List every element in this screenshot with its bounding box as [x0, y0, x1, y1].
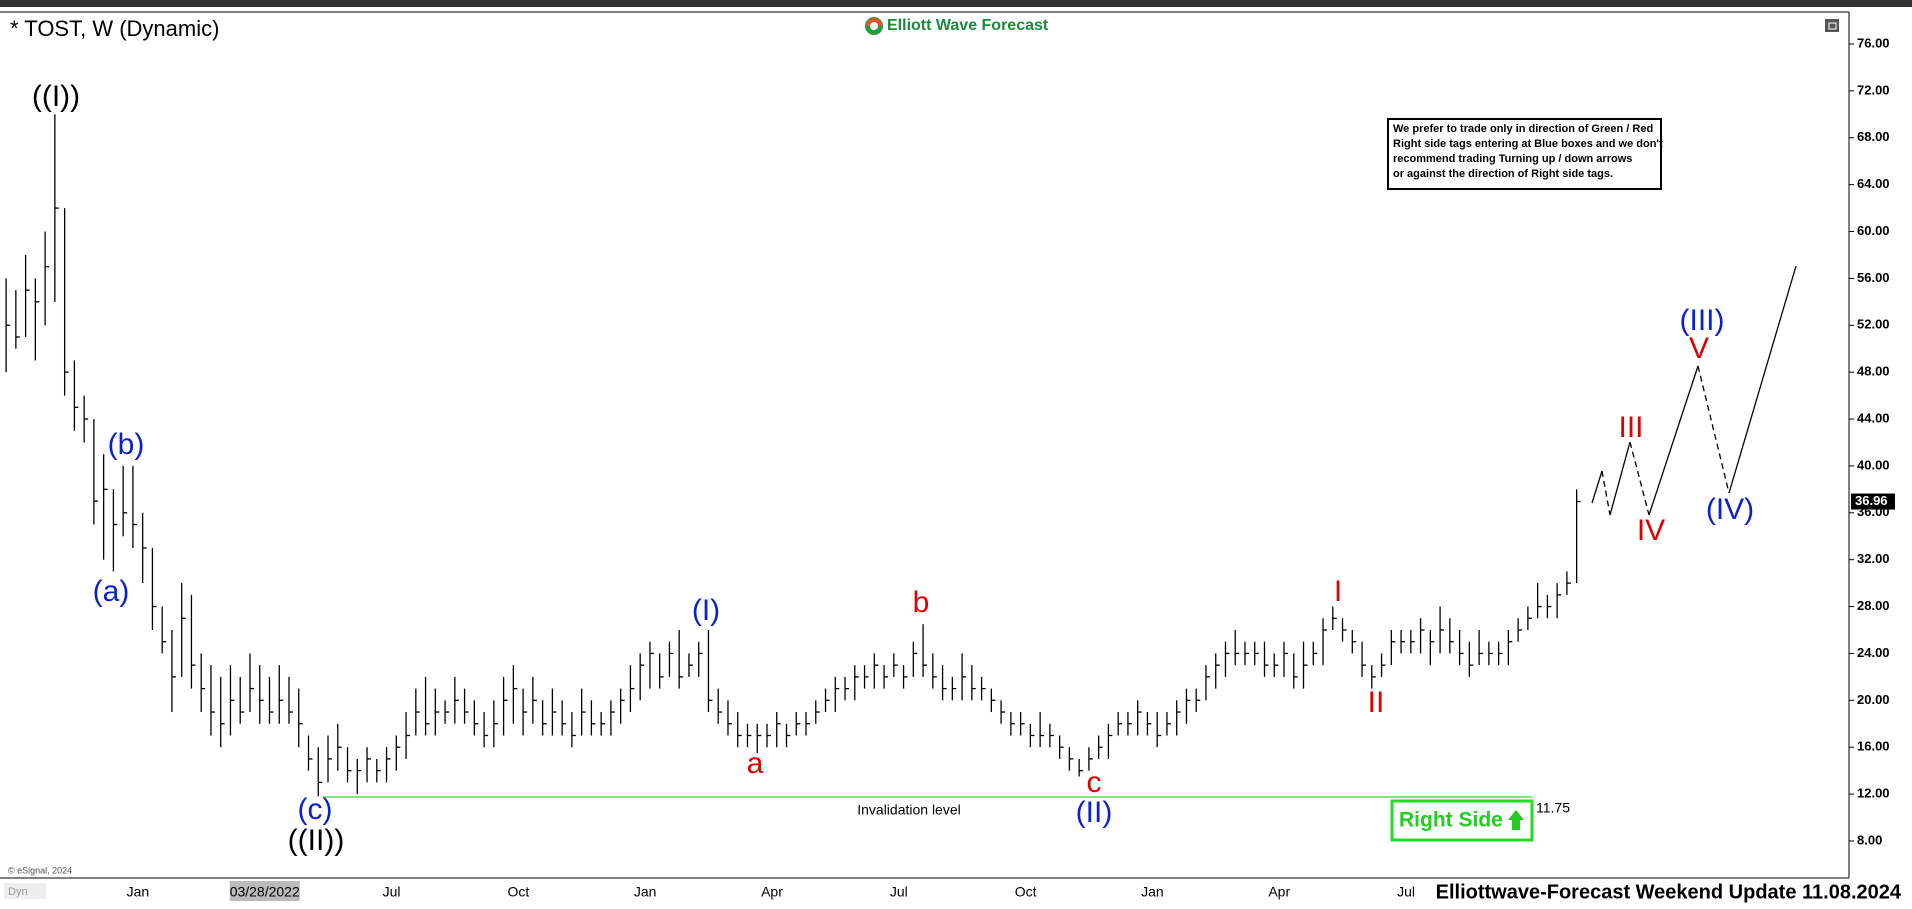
wave-label: III [1618, 411, 1643, 444]
x-tick-label: Jul [890, 884, 908, 900]
wave-label: I [1334, 575, 1342, 608]
wave-label: V [1689, 332, 1709, 365]
wave-label: (III) [1680, 304, 1725, 337]
right-side-text: Right Side [1399, 809, 1503, 832]
y-tick-label: 32.00 [1857, 551, 1890, 566]
wave-label: IV [1637, 514, 1665, 547]
chart-title: * TOST, W (Dynamic) [10, 16, 219, 41]
note-line: or against the direction of Right side t… [1393, 168, 1613, 180]
note-line: Right side tags entering at Blue boxes a… [1393, 138, 1663, 150]
projection-line [1601, 470, 1611, 516]
wave-label: II [1368, 686, 1385, 719]
wave-label: ((I)) [32, 80, 80, 113]
footer-update: Elliottwave-Forecast Weekend Update 11.0… [1436, 881, 1902, 903]
restore-icon-bg[interactable] [1825, 19, 1839, 32]
footer-bg [1430, 879, 1912, 909]
right-side-tag: Right Side [1390, 799, 1534, 842]
last-price-box [1851, 493, 1895, 510]
wave-labels: ((I)) (b) (a) (c) ((II)) (I) a b c (II) … [32, 80, 1754, 857]
y-tick-label: 56.00 [1857, 270, 1890, 285]
note-border [1387, 118, 1662, 190]
x-tick-label: Oct [507, 884, 529, 900]
wave-label: ((II)) [288, 824, 345, 857]
wave-label: (c) [298, 793, 333, 826]
note-box: We prefer to trade only in direction of … [1387, 118, 1663, 190]
logo-icon-center [870, 22, 878, 30]
projection [1591, 265, 1797, 516]
y-tick-label: 52.00 [1857, 317, 1890, 332]
projection-line [1591, 470, 1603, 504]
y-tick-label: 76.00 [1857, 35, 1890, 50]
logo-text: Elliott Wave Forecast [887, 17, 1049, 34]
restore-icon-glyph [1828, 22, 1837, 30]
y-tick-label: 44.00 [1857, 410, 1890, 425]
projection-line [1697, 365, 1730, 494]
x-tick-label: Apr [761, 884, 783, 900]
wave-label: (II) [1076, 796, 1113, 829]
y-tick-label: 24.00 [1857, 645, 1890, 660]
note-line: recommend trading Turning up / down arro… [1393, 153, 1632, 165]
x-tick-label: Jul [383, 884, 401, 900]
restore-icon[interactable] [1825, 19, 1839, 32]
y-tick-label: 20.00 [1857, 692, 1890, 707]
projection-line [1728, 265, 1797, 494]
dyn-box[interactable] [4, 883, 46, 899]
copyright: © eSignal, 2024 [8, 865, 72, 875]
x-tick-label: 03/28/2022 [230, 884, 300, 900]
dyn-label[interactable]: Dyn [8, 886, 28, 898]
y-tick-label: 8.00 [1857, 832, 1882, 847]
y-tick-label: 40.00 [1857, 457, 1890, 472]
x-cursor-box [229, 881, 300, 901]
right-side-border [1390, 799, 1534, 842]
wave-label: (a) [93, 575, 130, 608]
right-side-arrow [1508, 810, 1524, 830]
projection-line [1629, 441, 1650, 516]
y-tick-label: 68.00 [1857, 129, 1890, 144]
x-tick-label: Jan [127, 884, 150, 900]
wave-label: (I) [692, 594, 720, 627]
logo: Elliott Wave Forecast [865, 17, 1049, 35]
invalidation-label: Invalidation level [857, 802, 961, 818]
wave-label: c [1087, 766, 1102, 799]
wave-label: (IV) [1706, 493, 1754, 526]
x-tick-label: Apr [1268, 884, 1290, 900]
note-line: We prefer to trade only in direction of … [1393, 123, 1653, 135]
x-tick-label: Jan [1141, 884, 1164, 900]
y-tick-label: 12.00 [1857, 786, 1890, 801]
projection-line [1609, 441, 1631, 516]
projection-line [1648, 365, 1699, 516]
y-tick-label: 64.00 [1857, 176, 1890, 191]
top-bar [0, 0, 1912, 7]
x-tick-label: Oct [1015, 884, 1037, 900]
last-price: 36.96 [1855, 493, 1888, 508]
x-tick-label: Jan [634, 884, 657, 900]
wave-label: (b) [108, 428, 145, 461]
wave-label: a [747, 747, 764, 780]
y-tick-label: 60.00 [1857, 223, 1890, 238]
invalidation-value: 11.75 [1536, 800, 1570, 816]
x-tick-label: Jul [1397, 884, 1415, 900]
y-tick-label: 16.00 [1857, 739, 1890, 754]
wave-label: b [913, 586, 930, 619]
y-tick-label: 48.00 [1857, 364, 1890, 379]
y-tick-label: 28.00 [1857, 598, 1890, 613]
y-tick-label: 72.00 [1857, 82, 1890, 97]
